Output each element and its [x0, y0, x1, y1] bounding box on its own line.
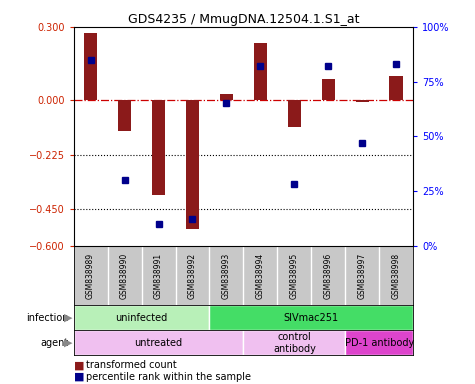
Bar: [186, 100, 199, 229]
Text: GSM838995: GSM838995: [290, 252, 299, 299]
Text: control
antibody: control antibody: [273, 332, 316, 354]
Text: agent: agent: [41, 338, 69, 348]
Text: uninfected: uninfected: [115, 313, 168, 323]
Text: untreated: untreated: [134, 338, 182, 348]
Bar: [322, 79, 335, 100]
Text: PD-1 antibody: PD-1 antibody: [345, 338, 414, 348]
Text: GSM838991: GSM838991: [154, 252, 163, 299]
Bar: [355, 100, 369, 102]
Bar: [74, 330, 243, 355]
Text: ▶: ▶: [64, 338, 72, 348]
Text: GSM838996: GSM838996: [324, 252, 333, 299]
Bar: [254, 43, 267, 100]
Text: transformed count: transformed count: [86, 360, 176, 370]
Text: GSM838998: GSM838998: [392, 252, 401, 299]
Bar: [390, 76, 403, 100]
Text: GSM838993: GSM838993: [222, 252, 231, 299]
Text: ■: ■: [74, 372, 84, 382]
Text: GSM838992: GSM838992: [188, 252, 197, 299]
Bar: [345, 330, 413, 355]
Text: ■: ■: [74, 360, 84, 370]
Text: GSM838997: GSM838997: [358, 252, 367, 299]
Text: percentile rank within the sample: percentile rank within the sample: [86, 372, 250, 382]
Text: SIVmac251: SIVmac251: [284, 313, 339, 323]
Bar: [219, 94, 233, 100]
Bar: [84, 33, 97, 100]
Bar: [74, 305, 209, 330]
Text: GSM838989: GSM838989: [86, 252, 95, 299]
Text: GSM838994: GSM838994: [256, 252, 265, 299]
Bar: [152, 100, 165, 195]
Text: ▶: ▶: [64, 313, 72, 323]
Title: GDS4235 / MmugDNA.12504.1.S1_at: GDS4235 / MmugDNA.12504.1.S1_at: [128, 13, 359, 26]
Bar: [287, 100, 301, 127]
Text: GSM838990: GSM838990: [120, 252, 129, 299]
Bar: [118, 100, 132, 131]
Bar: [209, 305, 413, 330]
Text: infection: infection: [27, 313, 69, 323]
Bar: [243, 330, 345, 355]
